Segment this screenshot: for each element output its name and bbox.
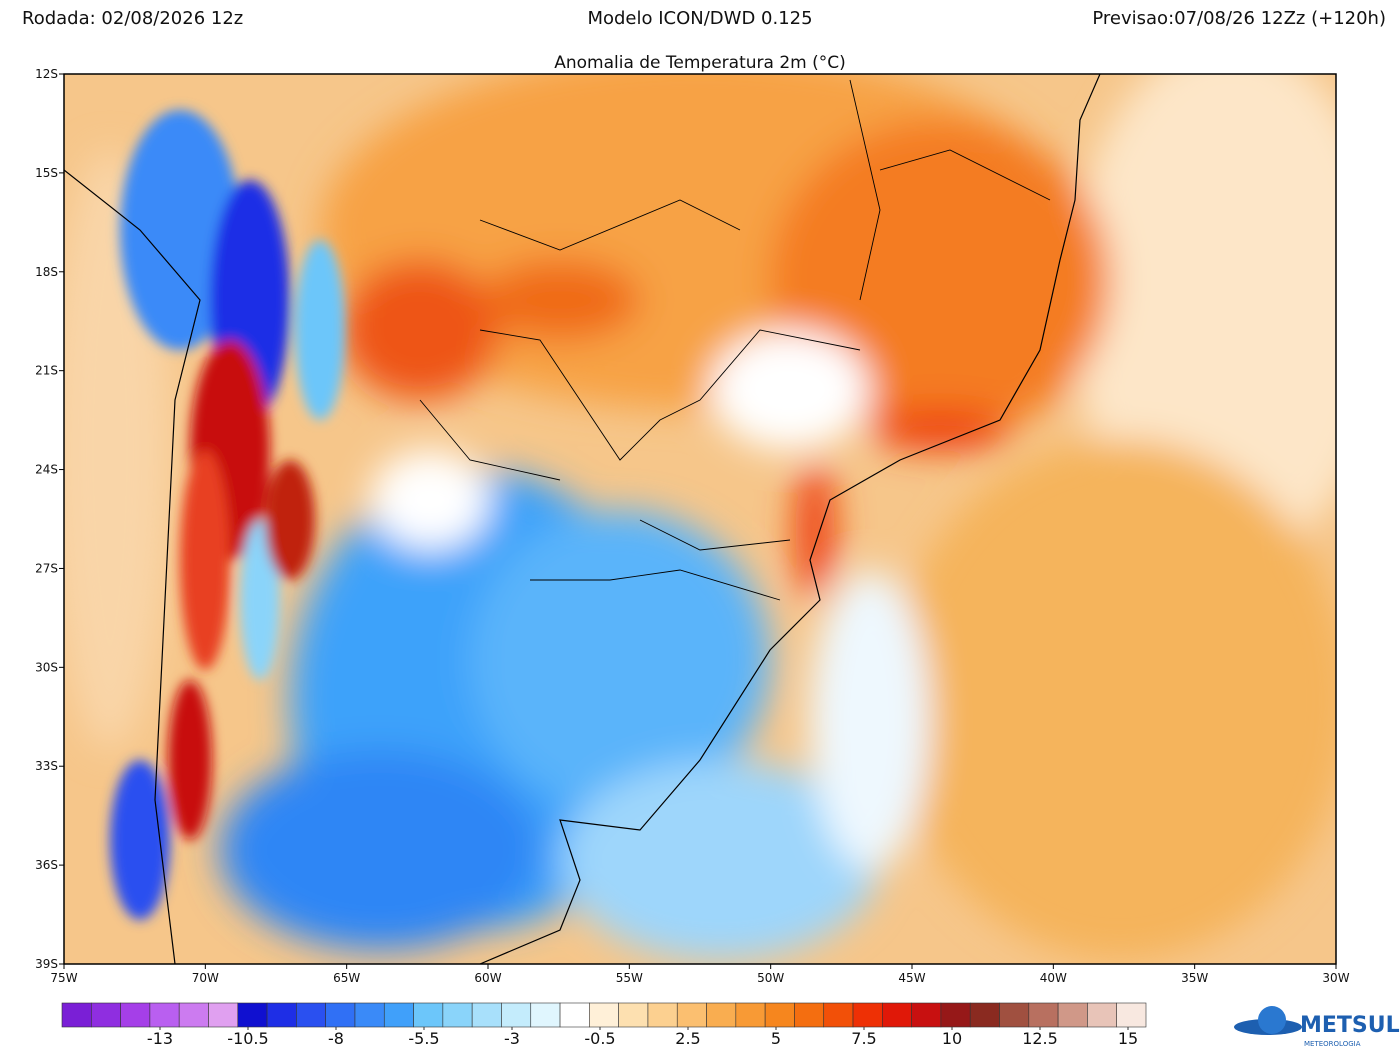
colorbar-box [618, 1002, 649, 1028]
colorbar-box [442, 1002, 473, 1028]
colorbar-box [969, 1002, 1000, 1028]
y-tick-label: 15S [35, 166, 58, 180]
colorbar-box [1057, 1002, 1088, 1028]
y-tick-label: 33S [35, 759, 58, 773]
colorbar-label: -5.5 [408, 1029, 439, 1048]
logo-globe [1258, 1006, 1286, 1034]
colorbar-label: -8 [328, 1029, 344, 1048]
logo-name: METSUL [1300, 1013, 1400, 1038]
x-tick-label: 40W [1040, 971, 1067, 985]
colorbar-label: -10.5 [227, 1029, 268, 1048]
y-tick-label: 12S [35, 67, 58, 81]
x-tick-label: 45W [898, 971, 925, 985]
x-tick-label: 70W [192, 971, 219, 985]
colorbar-label: 10 [942, 1029, 962, 1048]
colorbar-box [735, 1002, 766, 1028]
colorbar-box [676, 1002, 707, 1028]
x-tick-label: 35W [1181, 971, 1208, 985]
colorbar-box [90, 1002, 121, 1028]
colorbar-box [413, 1002, 444, 1028]
colorbar-box [940, 1002, 971, 1028]
colorbar-box [325, 1002, 356, 1028]
colorbar-box [237, 1002, 268, 1028]
colorbar-box [296, 1002, 326, 1028]
colorbar-box [911, 1002, 942, 1028]
colorbar-label: -13 [147, 1029, 173, 1048]
x-tick-label: 50W [757, 971, 784, 985]
y-tick-label: 36S [35, 858, 58, 872]
x-tick-label: 30W [1322, 971, 1349, 985]
colorbar-label: 15 [1118, 1029, 1138, 1048]
colorbar-label: 7.5 [851, 1029, 876, 1048]
colorbar-box [178, 1002, 209, 1028]
model-name: Modelo ICON/DWD 0.125 [587, 8, 812, 29]
y-tick-label: 21S [35, 364, 58, 378]
x-tick-label: 65W [333, 971, 360, 985]
colorbar-box [559, 1002, 590, 1028]
colorbar-box [530, 1002, 561, 1028]
colorbar-box [354, 1002, 385, 1028]
colorbar-label: 2.5 [675, 1029, 700, 1048]
colorbar-label: -0.5 [584, 1029, 615, 1048]
x-tick-label: 75W [50, 971, 77, 985]
colorbar-box [208, 1002, 239, 1028]
colorbar-box [61, 1002, 92, 1028]
colorbar-box [647, 1002, 678, 1028]
colorbar-box [266, 1002, 297, 1028]
colorbar-box [852, 1002, 883, 1028]
colorbar-label: 5 [771, 1029, 781, 1048]
colorbar-box [1116, 1002, 1147, 1028]
y-tick-label: 24S [35, 463, 58, 477]
colorbar-box [1028, 1002, 1059, 1028]
map-title: Anomalia de Temperatura 2m (°C) [554, 53, 846, 73]
x-tick-label: 55W [616, 971, 643, 985]
colorbar-box [471, 1002, 502, 1028]
colorbar-box [1087, 1002, 1118, 1028]
colorbar-box [794, 1002, 825, 1028]
coastline [64, 74, 1101, 964]
colorbar-box [149, 1002, 180, 1028]
colorbar-box [764, 1002, 795, 1028]
logo: METSUL METEOROLOGIA [1234, 1006, 1400, 1048]
colorbar-box [706, 1002, 737, 1028]
colorbar-box [120, 1002, 151, 1028]
x-tick-label: 60W [474, 971, 501, 985]
colorbar-box [589, 1002, 619, 1028]
colorbar-box [823, 1002, 854, 1028]
forecast-time: Previsao:07/08/26 12Zz (+120h) [1092, 8, 1386, 29]
y-tick-label: 27S [35, 561, 58, 575]
map-field [64, 74, 1336, 964]
colorbar-label: -3 [504, 1029, 520, 1048]
colorbar-box [999, 1002, 1030, 1028]
colorbar-box [383, 1002, 414, 1028]
y-tick-label: 30S [35, 660, 58, 674]
colorbar-box [882, 1002, 912, 1028]
run-date: Rodada: 02/08/2026 12z [22, 8, 243, 29]
colorbar-label: 12.5 [1022, 1029, 1058, 1048]
logo-sub: METEOROLOGIA [1304, 1040, 1361, 1048]
map-frame [63, 73, 1337, 965]
y-tick-label: 39S [35, 957, 58, 971]
y-tick-label: 18S [35, 265, 58, 279]
borders [419, 79, 1051, 601]
colorbar-box [501, 1002, 532, 1028]
